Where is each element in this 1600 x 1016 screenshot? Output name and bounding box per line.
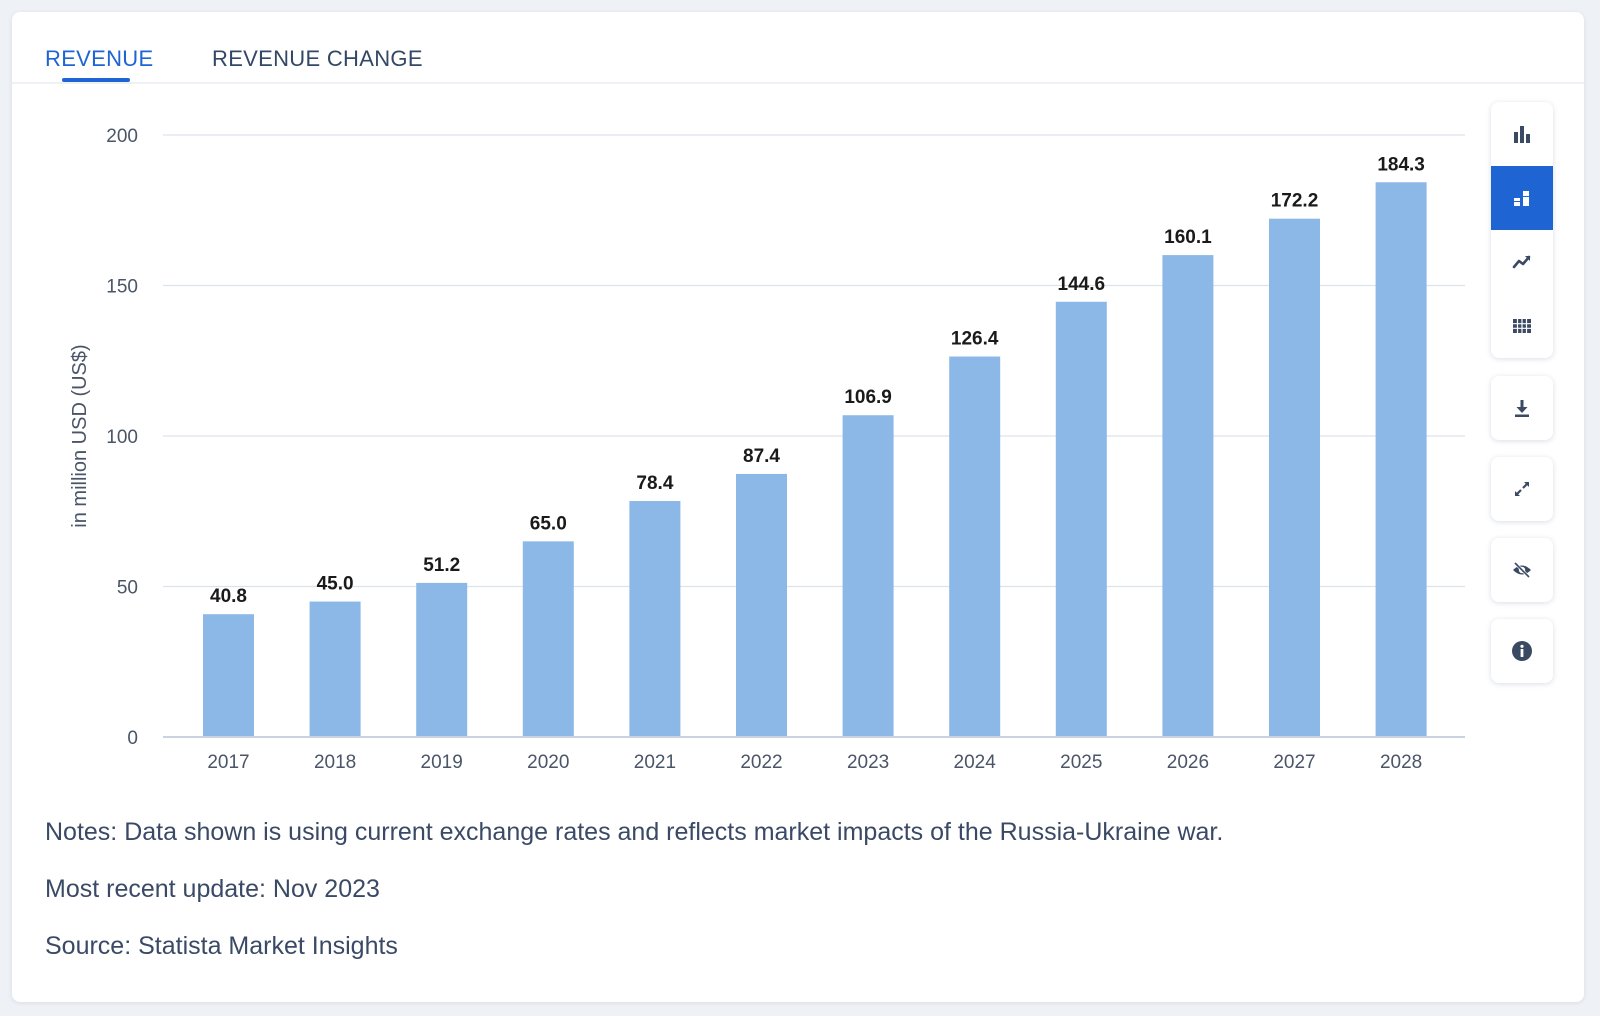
stacked-chart-button[interactable] [1491,166,1553,230]
x-tick-label: 2019 [421,752,463,773]
download-toolbar [1491,376,1553,440]
bar-2026 [1162,255,1214,736]
bar-value-label: 51.2 [423,555,460,576]
bar-2018 [309,601,361,736]
x-tick-label: 2028 [1380,752,1422,773]
hide-toolbar [1491,538,1553,602]
bar-2017 [203,614,254,736]
bar-value-label: 160.1 [1164,227,1212,248]
trend-line-button[interactable] [1491,230,1553,294]
bar-value-label: 40.8 [210,586,247,607]
info-button[interactable] [1491,619,1553,683]
bar-value-label: 65.0 [530,513,567,534]
bar-value-label: 87.4 [743,446,780,467]
chart-type-toolbar [1491,102,1553,358]
hide-eye-icon [1513,561,1531,579]
y-tick-label: 200 [106,126,138,147]
expand-icon [1515,482,1529,496]
bar-value-label: 126.4 [951,329,999,350]
x-tick-label: 2018 [314,752,356,773]
x-tick-label: 2025 [1060,752,1102,773]
bar-value-label: 106.9 [844,387,892,408]
bar-value-label: 144.6 [1058,274,1106,295]
active-tab-indicator [62,78,130,82]
table-view-button[interactable] [1491,294,1553,358]
x-tick-label: 2027 [1273,752,1315,773]
bar-chart-icon [1514,126,1530,143]
y-axis-title: in million USD (US$) [69,344,91,527]
bar-value-label: 172.2 [1271,191,1319,212]
bar-value-label: 184.3 [1377,154,1425,175]
download-button[interactable] [1491,376,1553,440]
tab-revenue[interactable]: REVENUE [45,46,154,71]
info-toolbar [1491,619,1553,683]
revenue-bar-chart: 0 50 100 150 200 in million USD (US$) 40.8 2017… [69,126,1465,773]
y-tick-label: 150 [106,277,138,298]
bar-2024 [949,356,1001,736]
info-icon [1512,641,1532,661]
y-tick-label: 50 [117,578,138,599]
x-tick-label: 2022 [740,752,782,773]
tab-bar: REVENUE REVENUE CHANGE [12,12,1584,84]
x-tick-label: 2017 [207,752,249,773]
bar-2028 [1375,182,1427,736]
y-tick-label: 0 [127,728,138,749]
bar-2022 [736,473,787,736]
bar-2020 [522,541,574,736]
x-tick-label: 2026 [1167,752,1209,773]
bar-value-label: 78.4 [636,473,673,494]
chart-notes: Notes: Data shown is using current excha… [45,818,1224,846]
bar-value-label: 45.0 [317,574,354,595]
chart-card: REVENUE REVENUE CHANGE [12,12,1584,1002]
bar-2025 [1055,301,1107,736]
bar-2023 [842,415,894,736]
fullscreen-button[interactable] [1491,457,1553,521]
x-tick-label: 2021 [634,752,676,773]
bar-2027 [1269,218,1320,737]
y-tick-label: 100 [106,427,138,448]
stacked-chart-icon [1514,191,1529,206]
tab-revenue-change[interactable]: REVENUE CHANGE [212,46,423,71]
x-tick-label: 2024 [954,752,997,773]
bar-chart-button[interactable] [1491,102,1553,166]
x-tick-label: 2020 [527,752,569,773]
hide-button[interactable] [1491,538,1553,602]
trend-line-icon [1512,255,1531,269]
fullscreen-toolbar [1491,457,1553,521]
bar-2019 [416,582,468,736]
download-icon [1515,400,1529,417]
bar-2021 [629,501,681,736]
data-source: Source: Statista Market Insights [45,932,398,960]
update-date: Most recent update: Nov 2023 [45,875,380,903]
x-tick-label: 2023 [847,752,889,773]
table-grid-icon [1513,319,1531,333]
